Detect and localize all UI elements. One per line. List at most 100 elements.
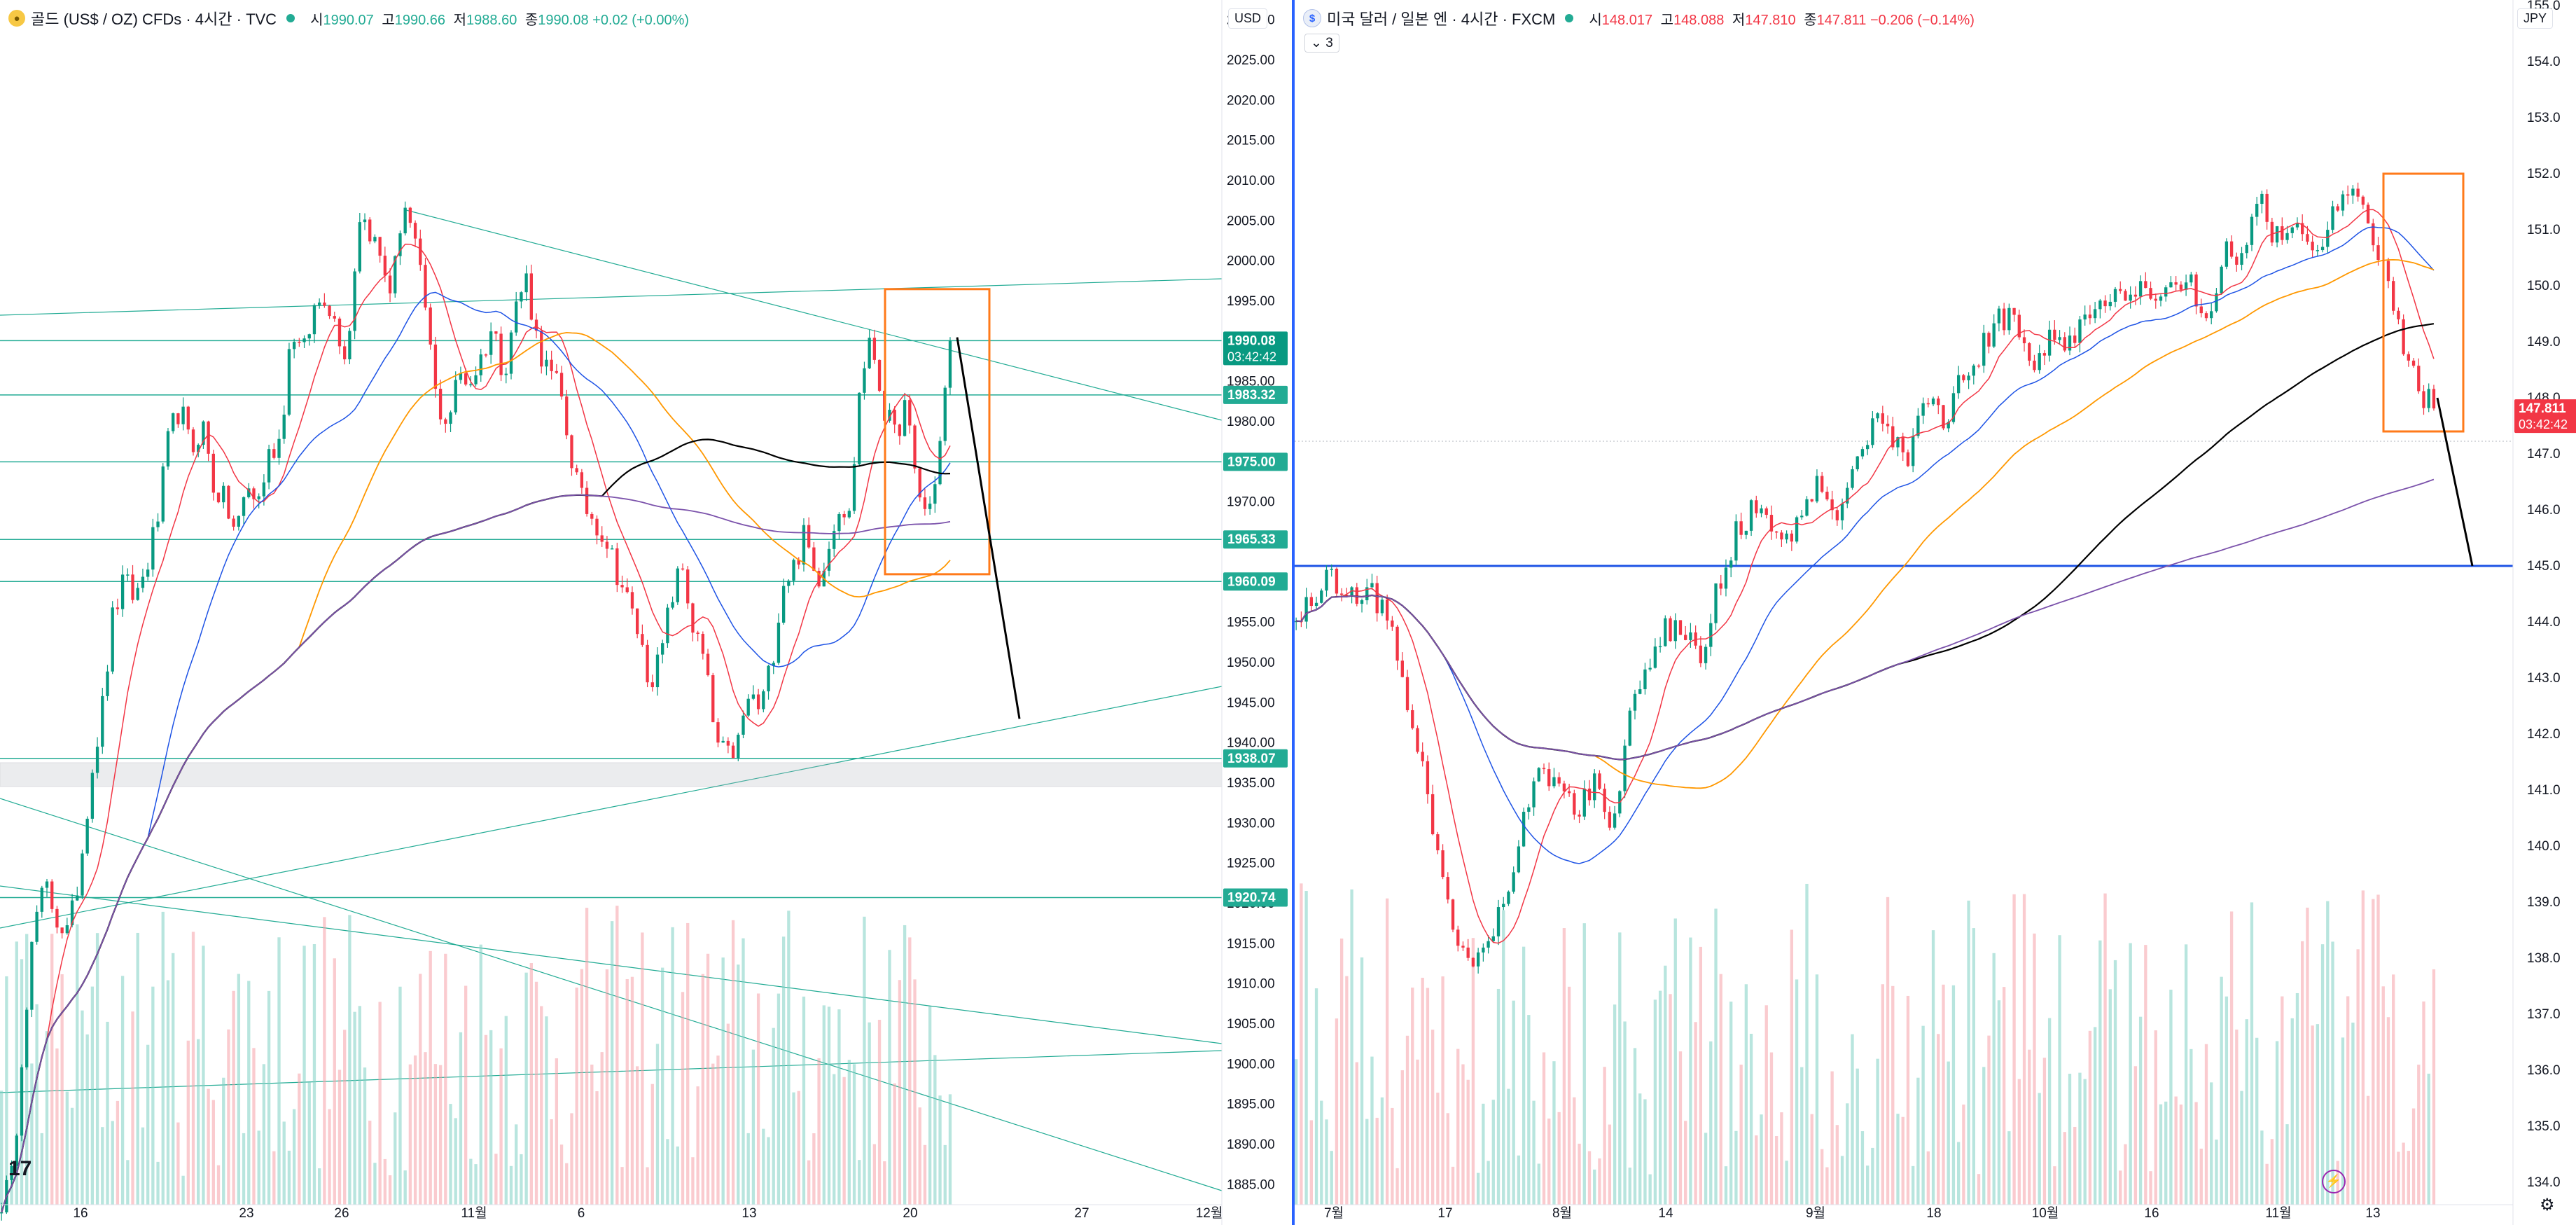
usdjpy-candle-body [2260,193,2264,204]
usdjpy-volume-bar [1835,1125,1839,1205]
usdjpy-volume-bar [1780,1112,1783,1205]
gold-candle-body [529,273,533,320]
usdjpy-volume-bar [1512,1000,1515,1205]
usdjpy-candle-body [1557,777,1561,784]
usdjpy-volume-bar [2316,1024,2320,1205]
usdjpy-volume-bar [2285,1124,2289,1205]
pane-divider[interactable] [1292,0,1295,1225]
gold-y-tick-label: 1945.00 [1227,695,1275,710]
gold-candle-body [756,694,760,710]
gold-candle-body [120,574,125,609]
usdjpy-currency-button[interactable]: JPY [2517,8,2554,29]
usdjpy-volume-bar [2149,1171,2152,1205]
gold-volume-bar [590,1064,594,1205]
gold-volume-bar [257,1130,260,1205]
gold-currency-button[interactable]: USD [1228,8,1268,29]
gold-chart-svg[interactable]: 1885.00 1890.00 1895.00 1900.00 1905.00 1910.… [0,0,1292,1225]
gold-candle-body [565,396,569,436]
gold-candle-body [262,482,266,497]
gold-volume-bar [615,906,619,1205]
usdjpy-candle-body [1795,517,1799,542]
usdjpy-volume-bar [1638,1093,1642,1205]
usdjpy-volume-bar [1628,1168,1631,1205]
usdjpy-chart-pane[interactable]: 134.0 135.0 136.0 137.0 138.0 139.0 140.0 141.0… [1295,0,2576,1225]
usdjpy-x-tick-label: 13 [2365,1206,2380,1221]
gold-candle-body [307,334,311,339]
usdjpy-candle-body [2113,289,2117,302]
usdjpy-volume-bar [1669,994,1672,1205]
gold-chart-pane[interactable]: 1885.00 1890.00 1895.00 1900.00 1905.00 1910.… [0,0,1292,1225]
usdjpy-candle-body [1309,597,1313,607]
gold-volume-bar [852,1064,856,1205]
usdjpy-y-tick-label: 139.0 [2527,895,2561,910]
usdjpy-candle-body [1800,515,1804,518]
gold-legend: ● 골드 (US$ / OZ) CFDs · 4시간 · TVC 시1990.0… [8,6,689,31]
gold-volume-bar [277,937,281,1205]
usdjpy-candle-body [1411,710,1414,728]
usdjpy-volume-bar [1673,918,1677,1205]
gold-candle-body [943,387,947,441]
gold-volume-bar [489,1030,493,1205]
usdjpy-volume-bar [2174,1096,2178,1205]
usdjpy-candle-body [1749,500,1753,531]
usdjpy-candle-body [1507,892,1510,904]
gold-volume-bar [403,1170,407,1205]
usdjpy-candle-body [1491,936,1495,941]
gold-candle-body [337,318,342,347]
usdjpy-x-tick-label: 18 [1926,1206,1941,1221]
gold-title[interactable]: 골드 (US$ / OZ) CFDs · 4시간 · TVC [31,11,277,28]
market-open-dot [1565,14,1574,22]
gold-y-tick-label: 1890.00 [1227,1137,1275,1152]
usdjpy-candle-body [1542,768,1546,770]
usdjpy-candle-body [1330,568,1333,570]
usdjpy-volume-bar [1507,1088,1510,1205]
usdjpy-volume-bar [1330,1151,1333,1205]
usdjpy-volume-bar [1951,985,1956,1205]
lightning-icon[interactable]: ⚡ [2322,1170,2346,1193]
gold-volume-bar [388,1175,392,1205]
usdjpy-candle-body [2124,291,2127,301]
gold-y-tick-label: 1935.00 [1227,776,1275,791]
gold-candle-body [449,412,452,424]
usdjpy-candle-body [2265,193,2269,222]
usdjpy-candle-body [2038,353,2041,371]
indicators-toggle-button[interactable]: ⌄ 3 [1304,34,1339,53]
gold-volume-bar [893,1083,896,1205]
gold-candle-body [933,484,937,504]
gold-price-label: 1965.33 [1227,532,1276,547]
gold-volume-bar [580,969,584,1205]
usdjpy-volume-bar [1613,1004,1617,1205]
gold-candle-body [691,603,695,633]
usdjpy-candle-body [1860,449,1865,457]
usdjpy-volume-bar [1830,1071,1834,1205]
gold-volume-bar [888,950,891,1205]
usdjpy-candle-body [1937,399,1940,406]
usdjpy-volume-bar [1815,974,1819,1205]
usdjpy-volume-bar [2144,945,2147,1205]
usdjpy-title[interactable]: 미국 달러 / 일본 엔 · 4시간 · FXCM [1327,11,1556,28]
usdjpy-volume-bar [1375,1117,1379,1205]
usdjpy-candle-body [1476,952,1480,967]
usdjpy-candle-body [2138,281,2143,297]
usdjpy-volume-bar [2194,1102,2198,1205]
usdjpy-candle-body [1496,907,1501,936]
usdjpy-moving-average-line [1296,478,2435,761]
tradingview-logo[interactable]: 17 [8,1157,32,1180]
usdjpy-candle-body [2311,242,2314,251]
usdjpy-chart-svg[interactable]: 134.0 135.0 136.0 137.0 138.0 139.0 140.0 141.0… [1295,0,2576,1225]
gold-volume-bar [792,1092,795,1205]
gold-candle-body [227,485,230,519]
gold-volume-bar [126,1160,130,1205]
usdjpy-candle-body [2159,296,2163,301]
usdjpy-candle-body [2129,294,2132,301]
usdjpy-candle-body [1552,777,1556,787]
settings-gear-icon[interactable]: ⚙ [2540,1196,2555,1214]
gold-volume-bar [131,1011,134,1205]
usdjpy-volume-bar [1846,1103,1849,1205]
usdjpy-candle-body [2402,319,2405,354]
usdjpy-volume-bar [1587,1151,1592,1205]
usdjpy-volume-bar [2164,1101,2168,1205]
usdjpy-candle-body [1775,531,1778,533]
gold-volume-bar [858,1160,861,1205]
gold-price-label-bg [1223,749,1288,768]
